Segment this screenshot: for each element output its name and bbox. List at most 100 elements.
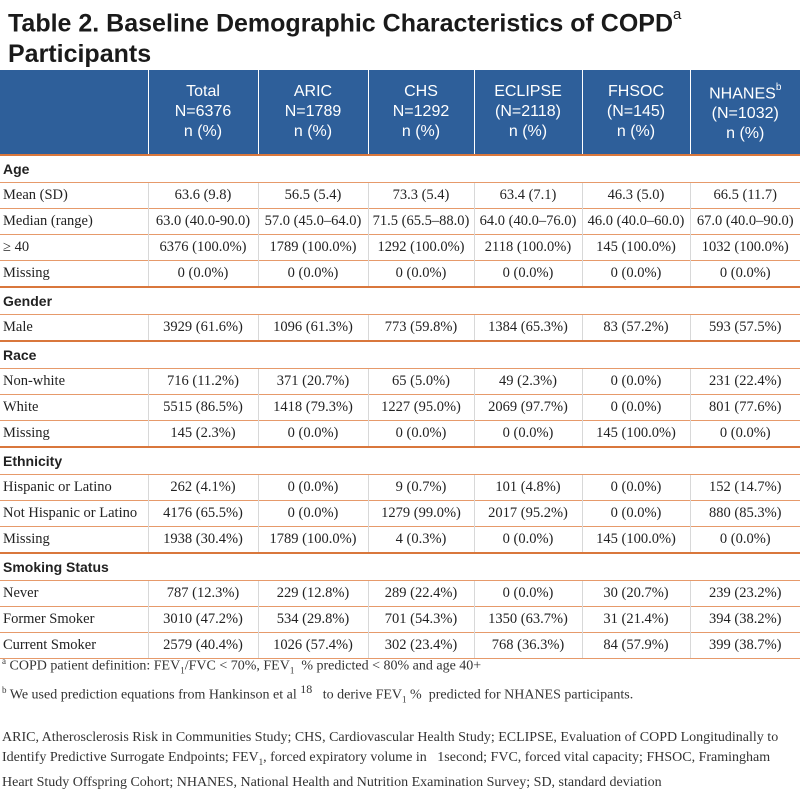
footnote-a-mark: a	[2, 656, 6, 666]
abbreviations: ARIC, Atherosclerosis Risk in Communitie…	[2, 728, 792, 793]
table-cell: 1350 (63.7%)	[473, 606, 582, 633]
table-cell: 534 (29.8%)	[257, 606, 368, 633]
table-cell: 63.4 (7.1)	[473, 182, 582, 209]
header-line: n (%)	[616, 123, 656, 140]
header-line: N=1789	[284, 103, 342, 120]
table-cell: 152 (14.7%)	[689, 474, 800, 501]
table-cell: 716 (11.2%)	[147, 368, 258, 395]
table-cell: 0 (0.0%)	[581, 260, 690, 287]
header-line: n (%)	[183, 123, 223, 140]
row-label: Never	[0, 580, 148, 607]
section-header-row: Age	[0, 154, 800, 183]
table-cell: 145 (100.0%)	[581, 526, 690, 553]
row-label: Non-white	[0, 368, 148, 395]
table-cell: 145 (100.0%)	[581, 420, 690, 447]
table-cell: 239 (23.2%)	[689, 580, 800, 607]
abbreviations-text-2: , forced expiratory volume in 1second; F…	[2, 750, 774, 790]
table-row: Mean (SD) 63.6 (9.8) 56.5 (5.4) 73.3 (5.4) 6…	[0, 182, 800, 209]
table-cell: 83 (57.2%)	[581, 314, 690, 341]
table-cell: 399 (38.7%)	[689, 632, 800, 659]
table-cell: 0 (0.0%)	[581, 368, 690, 395]
header-cell: CHS N=1292 n (%)	[367, 70, 474, 155]
table-cell: 0 (0.0%)	[367, 420, 474, 447]
table-cell: 302 (23.4%)	[367, 632, 474, 659]
table-cell: 0 (0.0%)	[257, 260, 368, 287]
row-label: Hispanic or Latino	[0, 474, 148, 501]
footnote-a: a COPD patient definition: FEV1/FVC < 70…	[2, 652, 792, 680]
table-cell: 4176 (65.5%)	[147, 500, 258, 527]
table-cell: 0 (0.0%)	[257, 420, 368, 447]
row-label: Missing	[0, 526, 148, 553]
table-row: Median (range) 63.0 (40.0-90.0) 57.0 (45.0…	[0, 208, 800, 235]
row-label: White	[0, 394, 148, 421]
table-cell: 145 (100.0%)	[581, 234, 690, 261]
table-cell: 64.0 (40.0–76.0)	[473, 208, 582, 235]
table-title-text: Table 2. Baseline Demographic Characteri…	[8, 9, 674, 38]
table-cell: 2069 (97.7%)	[473, 394, 582, 421]
header-line: (N=145)	[606, 103, 666, 120]
abbreviations-sub-1: 1	[258, 757, 264, 768]
table-notes: a COPD patient definition: FEV1/FVC < 70…	[2, 652, 792, 793]
table-cell: 0 (0.0%)	[581, 500, 690, 527]
header-cell: ARIC N=1789 n (%)	[257, 70, 368, 155]
table-cell: 289 (22.4%)	[367, 580, 474, 607]
table-cell: 66.5 (11.7)	[689, 182, 800, 209]
table-cell: 67.0 (40.0–90.0)	[689, 208, 800, 235]
header-line: N=6376	[174, 103, 232, 120]
table-cell: 1032 (100.0%)	[689, 234, 800, 261]
table-cell: 1026 (57.4%)	[257, 632, 368, 659]
header-corner	[0, 70, 148, 155]
table-row: White 5515 (86.5%) 1418 (79.3%) 1227 (95.0%…	[0, 394, 800, 421]
table-cell: 0 (0.0%)	[581, 474, 690, 501]
row-label: Missing	[0, 420, 148, 447]
table-cell: 1096 (61.3%)	[257, 314, 368, 341]
row-label: Missing	[0, 260, 148, 287]
table-cell: 394 (38.2%)	[689, 606, 800, 633]
footnote-b: b We used prediction equations from Hank…	[2, 680, 792, 709]
table-cell: 773 (59.8%)	[367, 314, 474, 341]
header-row: Total N=6376 n (%) ARIC N=1789 n (%) CHS N=1292…	[0, 70, 800, 155]
header-line: n (%)	[293, 123, 333, 140]
table-cell: 46.0 (40.0–60.0)	[581, 208, 690, 235]
table-cell: 787 (12.3%)	[147, 580, 258, 607]
table-cell: 30 (20.7%)	[581, 580, 690, 607]
table-cell: 71.5 (65.5–88.0)	[367, 208, 474, 235]
table-cell: 1227 (95.0%)	[367, 394, 474, 421]
demographics-table: Total N=6376 n (%) ARIC N=1789 n (%) CHS N=1292…	[0, 70, 800, 659]
row-label: Mean (SD)	[0, 182, 148, 209]
table-cell: 0 (0.0%)	[473, 580, 582, 607]
table-cell: 701 (54.3%)	[367, 606, 474, 633]
section-title: Gender	[0, 286, 800, 315]
table-row: ≥ 40 6376 (100.0%) 1789 (100.0%) 1292 (100.…	[0, 234, 800, 261]
header-line: n (%)	[726, 125, 765, 143]
table-cell: 3010 (47.2%)	[147, 606, 258, 633]
footnote-b-mark: b	[2, 685, 7, 696]
footnote-b-sub-1: 1	[402, 694, 407, 705]
table-cell: 593 (57.5%)	[689, 314, 800, 341]
table-cell: 65 (5.0%)	[367, 368, 474, 395]
header-line: n (%)	[508, 123, 548, 140]
footnote-b-text-3: % predicted for NHANES participants.	[406, 688, 634, 704]
table-cell: 0 (0.0%)	[367, 260, 474, 287]
table-cell: 63.6 (9.8)	[147, 182, 258, 209]
section-header-row: Gender	[0, 286, 800, 315]
table-row: Former Smoker 3010 (47.2%) 534 (29.8%) 701 …	[0, 606, 800, 633]
table-row: Missing 145 (2.3%) 0 (0.0%) 0 (0.0%) 0 (0.0%…	[0, 420, 800, 447]
table-row: Missing 0 (0.0%) 0 (0.0%) 0 (0.0%) 0 (0.0%) 0…	[0, 260, 800, 287]
footnote-b-ref: 18	[300, 682, 313, 697]
table-cell: 801 (77.6%)	[689, 394, 800, 421]
table-cell: 0 (0.0%)	[473, 526, 582, 553]
table-cell: 1789 (100.0%)	[257, 526, 368, 553]
table-cell: 2118 (100.0%)	[473, 234, 582, 261]
table-cell: 3929 (61.6%)	[147, 314, 258, 341]
table-cell: 1418 (79.3%)	[257, 394, 368, 421]
table-cell: 1789 (100.0%)	[257, 234, 368, 261]
section-header-row: Smoking Status	[0, 552, 800, 581]
table-cell: 0 (0.0%)	[689, 420, 800, 447]
table-cell: 4 (0.3%)	[367, 526, 474, 553]
table-cell: 880 (85.3%)	[689, 500, 800, 527]
table-cell: 231 (22.4%)	[689, 368, 800, 395]
row-label: Male	[0, 314, 148, 341]
table-cell: 6376 (100.0%)	[147, 234, 258, 261]
footnote-b-text-1: We used prediction equations from Hankin…	[9, 688, 297, 704]
